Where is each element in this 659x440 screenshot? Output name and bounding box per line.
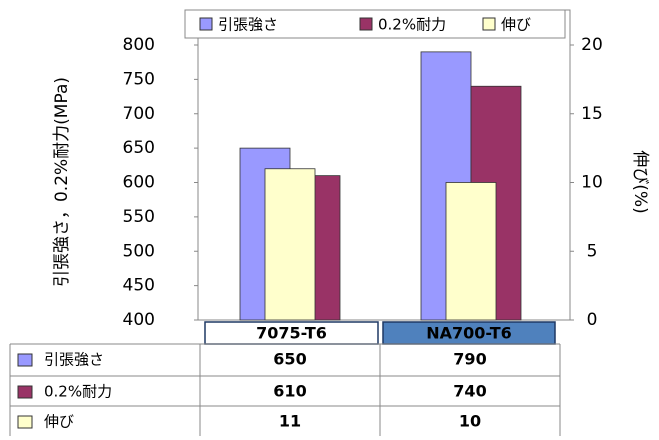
table-value: 610 bbox=[273, 382, 306, 401]
table-value: 650 bbox=[273, 350, 306, 369]
legend-swatch bbox=[359, 17, 373, 31]
table-row-label: 0.2%耐力 bbox=[44, 383, 112, 401]
legend-box bbox=[184, 9, 566, 39]
y2-tick-label: 20 bbox=[581, 35, 603, 55]
y-tick-label: 700 bbox=[123, 104, 155, 124]
y-tick-label: 500 bbox=[123, 241, 155, 261]
legend-swatch bbox=[482, 17, 496, 31]
y-tick-label: 600 bbox=[123, 173, 155, 193]
category-label: 7075-T6 bbox=[256, 324, 327, 343]
y-tick-label: 750 bbox=[123, 69, 155, 89]
table-row-label: 引張強さ bbox=[44, 351, 104, 369]
y2-axis-label: 伸び(%) bbox=[630, 150, 650, 213]
y-tick-label: 550 bbox=[123, 207, 155, 227]
y-tick-label: 450 bbox=[123, 276, 155, 296]
legend-label: 0.2%耐力 bbox=[378, 16, 446, 34]
y2-tick-label: 5 bbox=[587, 241, 598, 261]
bar bbox=[445, 182, 497, 321]
y-tick-label: 800 bbox=[123, 35, 155, 55]
y-axis-label: 引張強さ，0.2%耐力(MPa) bbox=[52, 77, 72, 287]
table-swatch bbox=[17, 385, 33, 399]
legend-label: 引張強さ bbox=[218, 16, 278, 34]
table-value: 10 bbox=[459, 412, 481, 431]
legend-swatch bbox=[199, 17, 213, 31]
y2-tick-label: 10 bbox=[581, 173, 603, 193]
y-tick-label: 650 bbox=[123, 138, 155, 158]
table-value: 790 bbox=[453, 350, 486, 369]
table-swatch bbox=[17, 353, 33, 367]
category-label: NA700-T6 bbox=[426, 324, 512, 343]
table-swatch bbox=[17, 415, 33, 429]
legend-label: 伸び bbox=[501, 16, 531, 34]
y-tick-label: 400 bbox=[123, 310, 155, 330]
table-row-label: 伸び bbox=[44, 413, 74, 431]
table-value: 11 bbox=[279, 412, 301, 431]
y2-tick-label: 0 bbox=[587, 310, 598, 330]
bar bbox=[264, 168, 316, 321]
table-value: 740 bbox=[453, 382, 486, 401]
y2-tick-label: 15 bbox=[581, 104, 603, 124]
